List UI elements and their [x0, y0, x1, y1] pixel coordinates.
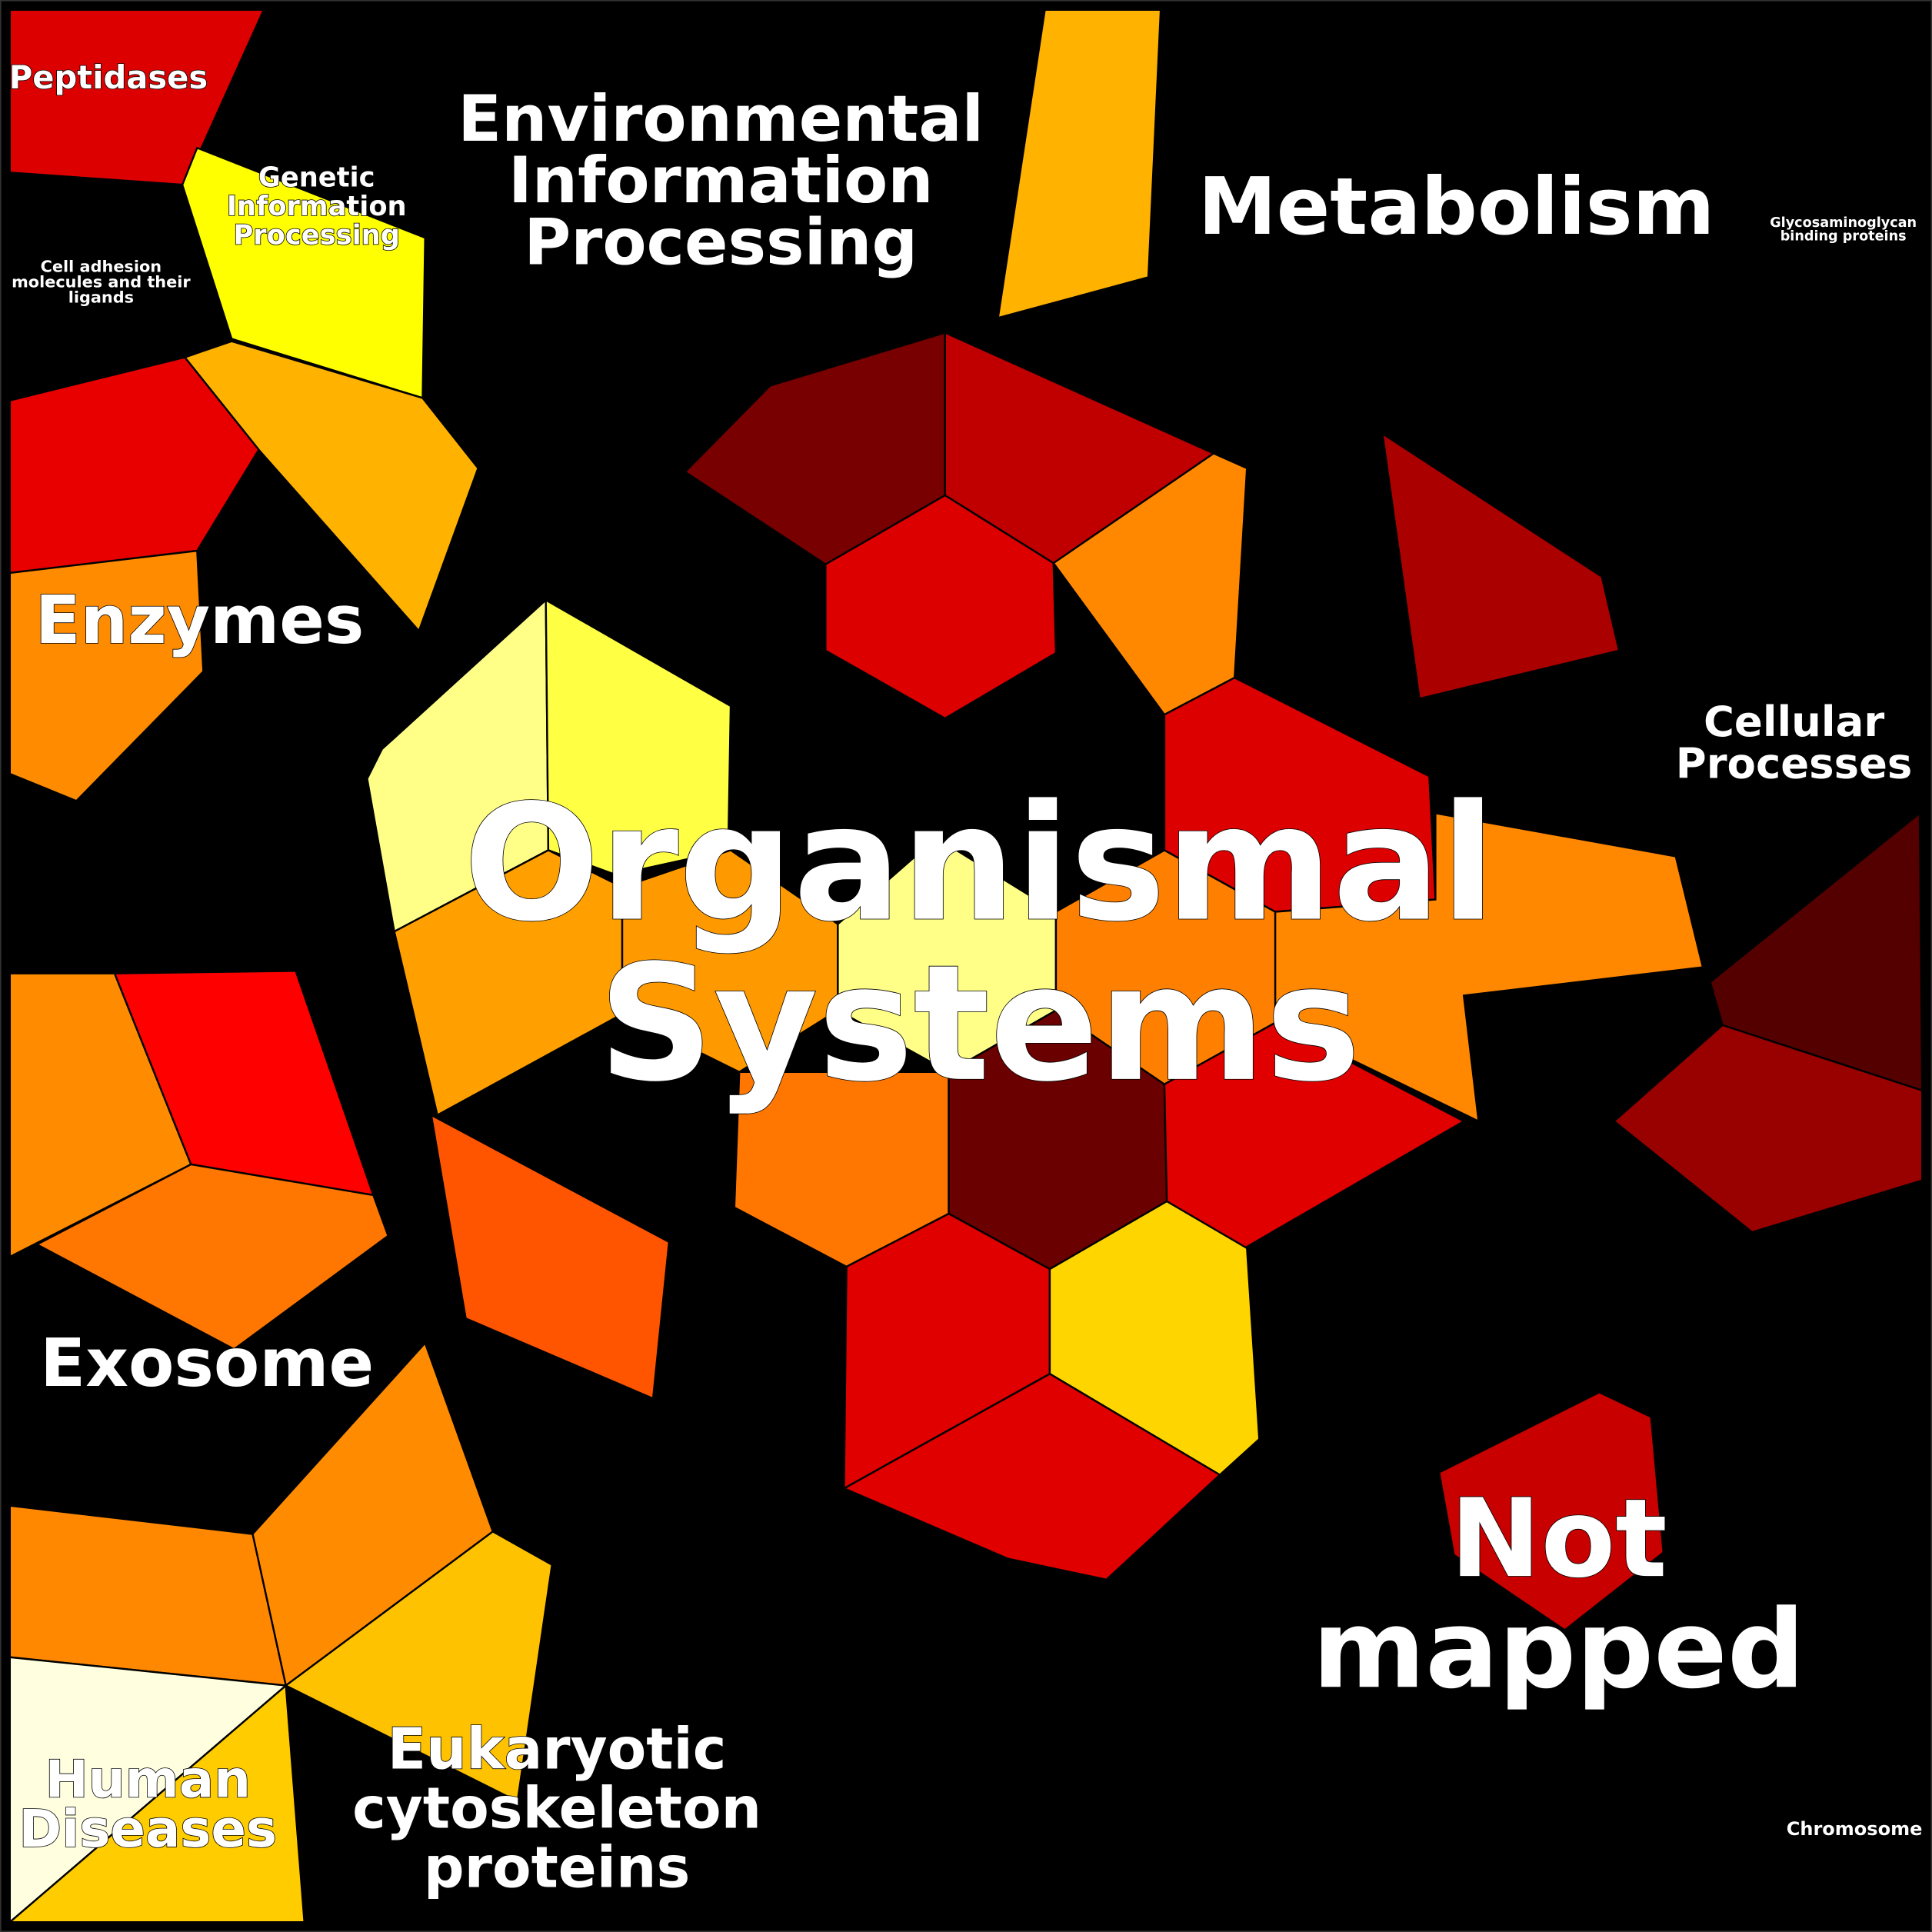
cell [181, 146, 426, 400]
cell [824, 494, 1058, 720]
region-label: Not [1450, 1476, 1667, 1602]
region-label: Processing [233, 220, 400, 251]
region-label: Information [508, 143, 934, 218]
cell [1612, 1024, 1924, 1234]
cell [545, 598, 732, 876]
region-label: Enzymes [35, 582, 365, 659]
cell [1163, 1021, 1466, 1250]
cell [1381, 431, 1621, 700]
region-label: Peptidases [9, 58, 208, 96]
region-label: Environmental [458, 82, 984, 156]
region-label: Human [45, 1750, 251, 1810]
cell [1274, 811, 1704, 1123]
cells [7, 8, 1924, 1924]
region-label: binding proteins [1780, 229, 1907, 245]
cell [997, 8, 1162, 319]
region-label: Cell adhesion [41, 258, 162, 276]
region-label: Cellular [1704, 697, 1884, 746]
cell [284, 1530, 554, 1804]
region-label: Systems [598, 931, 1361, 1118]
cell [1437, 1391, 1665, 1631]
region-label: Processing [524, 205, 918, 279]
region-label: ligands [68, 288, 134, 307]
region-label: Glycosaminoglycan [1770, 215, 1917, 231]
cell [8, 1504, 288, 1687]
labels: PeptidasesGeneticInformationProcessingCe… [8, 58, 1923, 1901]
cell [8, 356, 260, 575]
region-label: Exosome [40, 1325, 374, 1402]
region-label: Organismal [464, 771, 1496, 958]
region-label: Information [227, 191, 407, 222]
region-label: cytoskeleton [352, 1777, 761, 1842]
region-label: Diseases [18, 1799, 277, 1859]
region-label: molecules and their [12, 273, 191, 291]
cell [841, 1372, 1222, 1581]
region-label: Metabolism [1198, 162, 1715, 253]
cell [35, 1163, 390, 1351]
region-label: proteins [424, 1836, 691, 1901]
cell [430, 1113, 671, 1401]
cell [8, 549, 205, 802]
region-label: Eukaryotic [388, 1717, 727, 1783]
cell [7, 1684, 306, 1924]
region-label: mapped [1312, 1587, 1804, 1713]
region-label: Genetic [258, 162, 375, 193]
region-label: Processes [1676, 739, 1913, 788]
region-label: Chromosome [1787, 1818, 1923, 1840]
